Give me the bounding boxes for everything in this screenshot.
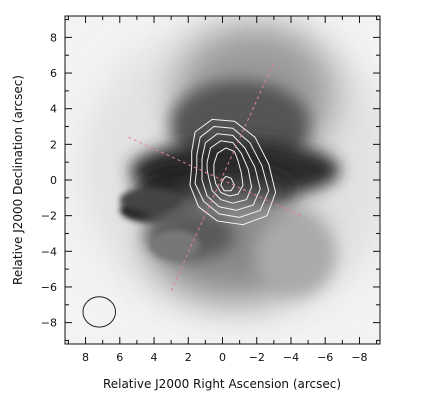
contour-level-3 — [201, 133, 261, 211]
x-tick-label: 8 — [82, 351, 89, 364]
y-tick-label: −6 — [41, 281, 57, 294]
nebula-image — [65, 16, 380, 344]
x-tick-label: −2 — [249, 351, 265, 364]
y-tick-label: −4 — [41, 245, 57, 258]
y-tick-label: 4 — [50, 103, 57, 116]
contour-level-6 — [220, 175, 235, 192]
dashed-axis-line-2 — [128, 136, 305, 218]
contour-level-4 — [206, 140, 253, 204]
x-tick-label: 2 — [185, 351, 192, 364]
contour-level-5 — [213, 147, 244, 197]
y-tick-label: 8 — [50, 31, 57, 44]
y-tick-label: 2 — [50, 138, 57, 151]
y-tick-label: 0 — [50, 174, 57, 187]
x-tick-label: 6 — [116, 351, 123, 364]
y-axis-label: Relative J2000 Declination (arcsec) — [11, 75, 25, 285]
y-tick-label: −8 — [41, 317, 57, 330]
beam-ellipse — [82, 296, 117, 328]
x-axis-label: Relative J2000 Right Ascension (arcsec) — [103, 377, 341, 391]
contour-level-2 — [194, 126, 270, 218]
contour-level-1 — [189, 118, 277, 226]
y-tick-label: 6 — [50, 67, 57, 80]
x-tick-label: −6 — [317, 351, 333, 364]
x-tick-label: 4 — [151, 351, 158, 364]
x-tick-label: −4 — [283, 351, 299, 364]
y-tick-label: −2 — [41, 210, 57, 223]
x-tick-label: 0 — [219, 351, 226, 364]
x-tick-label: −8 — [351, 351, 367, 364]
